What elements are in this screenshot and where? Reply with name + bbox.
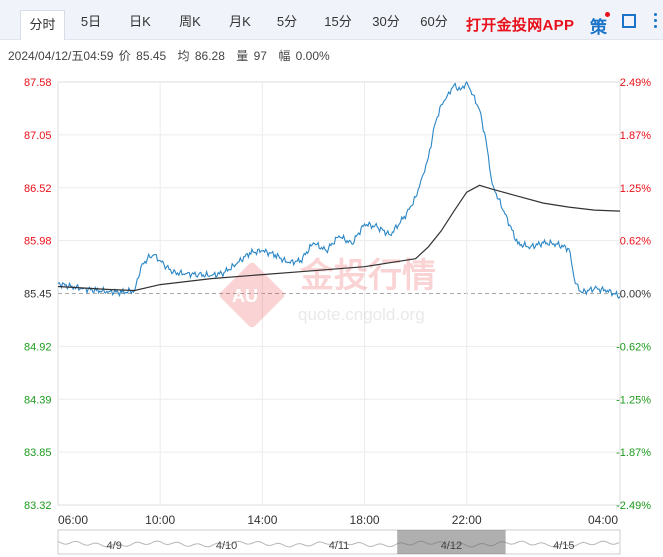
price-line [57,80,621,300]
tab-weekly-k[interactable]: 周K [179,14,201,29]
y-tick-label-left: 84.92 [24,341,52,353]
watermark-url: quote.cngold.org [298,305,425,324]
fullscreen-icon[interactable] [622,14,636,28]
more-vertical-icon[interactable] [654,13,658,29]
svg-text:AU: AU [232,286,258,306]
tab-5-min[interactable]: 5分 [276,14,298,29]
chart-grid [57,81,621,506]
tab-intraday[interactable]: 分时 [20,10,65,40]
x-axis-labels: 06:00 10:00 14:00 18:00 22:00 04:00 [58,513,618,527]
y-tick-label-right: 1.87% [620,130,651,142]
navigator-selection [397,530,506,554]
period-tab-bar: 分时 5日 日K 周K 月K 5分 15分 30分 60分 打开金投网APP 策 [0,0,663,40]
y-tick-label-left: 85.45 [24,289,52,301]
change-label: 幅 [278,49,291,63]
tab-daily-k[interactable]: 日K [129,14,151,29]
navigator-date-label: 4/11 [329,540,350,552]
y-tick-label-right: -1.25% [616,394,651,406]
quote-info-bar: 2024/04/12/五04:59 价 85.45 均 86.28 量 97 幅… [8,47,332,64]
y-tick-label-right: -2.49% [616,500,651,512]
chart-series [57,80,621,300]
average-label: 均 [177,49,190,63]
y-tick-label-left: 87.05 [24,130,52,142]
quote-datetime: 2024/04/12/五04:59 [8,49,114,63]
y-tick-label-left: 87.58 [24,77,52,89]
volume-label: 量 [236,49,249,63]
x-tick-label: 06:00 [58,513,88,527]
change-value: 0.00% [295,49,330,63]
tab-60-min[interactable]: 60分 [420,14,448,29]
open-app-link[interactable]: 打开金投网APP [466,17,575,34]
price-label: 价 [118,49,131,63]
navigator-sparkline [57,540,620,548]
navigator-date-label: 4/10 [216,540,237,552]
y-tick-label-right: 0.62% [620,236,651,248]
watermark: AU 金投行情 quote.cngold.org [219,256,436,328]
range-navigator[interactable]: 4/9 4/10 4/11 4/12 4/15 [57,529,621,555]
watermark-text: 金投行情 [299,256,436,295]
average-price-line [57,184,621,292]
price-value: 85.45 [136,49,167,63]
y-tick-label-right: 2.49% [620,77,651,89]
navigator-date-label: 4/9 [107,540,122,552]
volume-value: 97 [253,49,267,63]
tab-15-min[interactable]: 15分 [324,14,352,29]
x-tick-label: 10:00 [145,513,175,527]
x-tick-label: 04:00 [588,513,618,527]
y-tick-label-right: -1.87% [616,447,651,459]
average-value: 86.28 [194,49,225,63]
y-tick-label-left: 86.52 [24,183,52,195]
tab-monthly-k[interactable]: 月K [229,14,251,29]
y-tick-label-right: 0.00% [620,289,651,301]
y-axis-labels: 87.58 2.49% 87.05 1.87% 86.52 1.25% 85.98 0.62%… [24,77,651,512]
strategy-icon[interactable]: 策 [590,18,607,37]
x-tick-label: 18:00 [350,513,380,527]
notification-dot [605,12,610,17]
y-tick-label-left: 84.39 [24,394,52,406]
tab-5-day[interactable]: 5日 [80,14,102,29]
y-tick-label-right: -0.62% [616,341,651,353]
y-tick-label-left: 83.32 [24,500,52,512]
navigator-date-label: 4/15 [553,540,574,552]
y-tick-label-left: 85.98 [24,236,52,248]
y-tick-label-left: 83.85 [24,447,52,459]
x-tick-label: 14:00 [247,513,277,527]
x-tick-label: 22:00 [452,513,482,527]
y-tick-label-right: 1.25% [620,183,651,195]
navigator-date-label: 4/12 [441,540,462,552]
tab-30-min[interactable]: 30分 [372,14,400,29]
